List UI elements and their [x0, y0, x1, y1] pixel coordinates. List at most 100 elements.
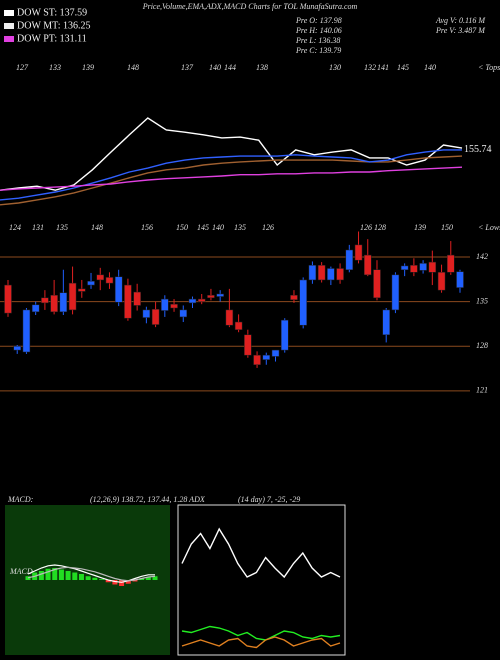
candle-body: [124, 284, 132, 319]
low-label: 124: [9, 223, 21, 232]
macd-bar: [65, 571, 71, 580]
low-label: 139: [414, 223, 426, 232]
candle-body: [50, 295, 58, 313]
macd-bar: [152, 576, 158, 580]
indicator-line: [181, 636, 341, 649]
candle-body: [437, 272, 446, 291]
candle-body: [234, 321, 243, 330]
candle-body: [410, 265, 418, 273]
legend-label: DOW ST: 137.59: [17, 7, 87, 18]
macd-bar: [92, 577, 98, 580]
candle-body: [133, 291, 141, 306]
candle-body: [271, 349, 280, 357]
top-label: 133: [49, 63, 61, 72]
candle-body: [78, 288, 86, 292]
adx-params: (14 day) 7, -25, -29: [238, 495, 300, 504]
low-label: 126: [360, 223, 372, 232]
low-label: 150: [176, 223, 188, 232]
macd-line: [27, 564, 155, 583]
candle-body: [373, 269, 381, 299]
candle-body: [96, 274, 104, 281]
macd-bar: [139, 578, 145, 580]
top-label: 141: [377, 63, 389, 72]
macd-bar: [85, 576, 91, 580]
y-tick-label: 121: [476, 386, 488, 395]
macd-bar: [58, 569, 64, 580]
indicator-line: [181, 527, 341, 579]
candle-body: [447, 254, 455, 273]
candle-body: [327, 268, 335, 281]
top-label: 137: [181, 63, 194, 72]
y-tick-label: 135: [476, 296, 488, 305]
legend-swatch: [4, 10, 14, 16]
indicator-line: [0, 149, 462, 201]
candle-body: [354, 244, 363, 261]
low-label: 135: [234, 223, 246, 232]
macd-params: (12,26,9) 138.72, 137.44, 1.28 ADX: [90, 495, 206, 504]
legend-label: DOW MT: 136.25: [17, 20, 90, 31]
low-label: 145: [197, 223, 209, 232]
low-label: 131: [32, 223, 44, 232]
candle-body: [428, 261, 437, 273]
y-tick-label: 142: [476, 252, 488, 261]
low-label: 135: [56, 223, 68, 232]
candle-body: [197, 298, 206, 302]
tops-label: < Tops: [478, 63, 500, 72]
candle-body: [114, 276, 123, 303]
macd-label: MACD: [9, 567, 33, 576]
macd-bar: [125, 580, 131, 584]
candle-body: [391, 274, 400, 311]
info: Pre V: 3.487 M: [435, 26, 486, 35]
top-label: 140: [424, 63, 436, 72]
macd-line: [27, 566, 156, 582]
top-label: 127: [16, 63, 29, 72]
macd-bar: [38, 571, 44, 580]
macd-bar: [72, 572, 78, 580]
legend-label: DOW PT: 131.11: [17, 33, 87, 44]
macd-bar: [52, 568, 58, 580]
low-label: 150: [441, 223, 453, 232]
indicator-line: [0, 117, 463, 191]
macd-bar: [132, 580, 138, 582]
top-label: 144: [224, 63, 236, 72]
candle-body: [244, 334, 252, 356]
top-label: 138: [256, 63, 268, 72]
candle-body: [364, 254, 372, 276]
low-label: 148: [91, 223, 103, 232]
info: Avg V: 0.116 M: [435, 16, 486, 25]
candle-body: [161, 298, 169, 311]
top-label: 145: [397, 63, 409, 72]
candle-body: [142, 309, 151, 318]
indicator-line: [0, 155, 463, 206]
macd-bar: [105, 580, 111, 583]
legend-swatch: [4, 23, 14, 29]
candle-body: [179, 309, 188, 318]
candle-body: [336, 268, 344, 281]
macd-bar: [119, 580, 125, 586]
candle-body: [382, 309, 390, 336]
macd-bar: [78, 574, 84, 580]
candle-body: [151, 309, 160, 325]
low-label: 140: [212, 223, 224, 232]
macd-bar: [99, 579, 105, 580]
candle-body: [280, 319, 289, 351]
lows-label: < Lows: [478, 223, 500, 232]
candle-body: [87, 280, 95, 286]
macd-bar: [45, 568, 51, 580]
low-label: 126: [262, 223, 274, 232]
info: Pre L: 136.38: [295, 36, 340, 45]
top-label: 130: [329, 63, 341, 72]
macd-title: MACD:: [7, 495, 34, 504]
macd-bar: [25, 576, 31, 580]
candle-body: [419, 263, 427, 271]
candle-body: [68, 282, 77, 311]
macd-bar: [145, 577, 151, 580]
info: Pre C: 139.79: [295, 46, 341, 55]
candle-body: [4, 284, 12, 314]
candle-body: [22, 309, 31, 353]
candle-body: [170, 303, 178, 309]
info: Pre O: 137.98: [295, 16, 342, 25]
indicator-line: [181, 625, 341, 641]
page-title: Price,Volume,EMA,ADX,MACD Charts for TOL…: [142, 2, 358, 11]
candle-body: [105, 277, 114, 284]
